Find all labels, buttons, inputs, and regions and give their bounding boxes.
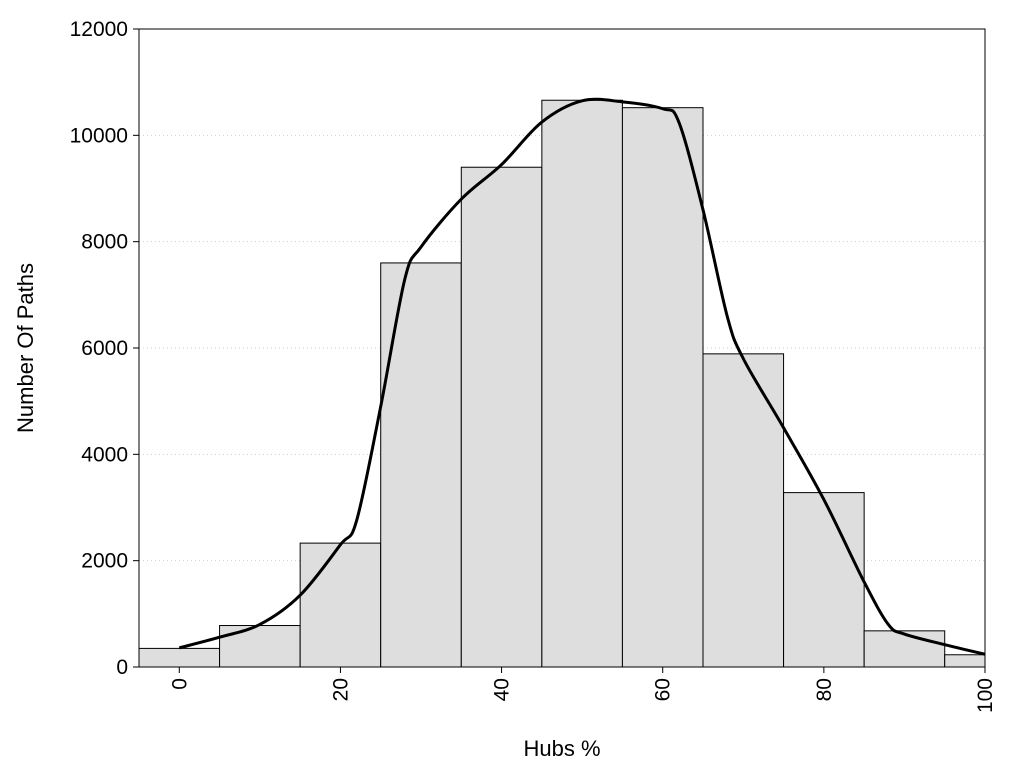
y-tick-label: 6000 xyxy=(81,337,128,360)
x-tick-label: 40 xyxy=(491,678,514,701)
histogram-bar xyxy=(380,262,462,668)
x-tick-label: 80 xyxy=(813,678,836,701)
histogram-bar xyxy=(944,654,986,668)
y-tick-label: 2000 xyxy=(81,550,128,573)
histogram-bar xyxy=(219,625,301,668)
histogram-bar xyxy=(460,166,543,668)
y-tick-label: 0 xyxy=(116,656,128,679)
density-curve xyxy=(178,97,986,656)
histogram-bar xyxy=(138,647,221,668)
x-axis-ticks: 0 20 40 60 80 100 xyxy=(168,667,997,713)
bars xyxy=(138,99,986,668)
histogram-bar xyxy=(783,492,865,668)
histogram-bar xyxy=(621,107,704,668)
y-axis-title: Number Of Paths xyxy=(13,263,38,433)
histogram-bar xyxy=(863,630,946,668)
density-curve-line xyxy=(178,97,986,656)
x-tick-label: 60 xyxy=(652,678,675,701)
x-tick-label: 20 xyxy=(329,678,352,701)
x-tick-label: 100 xyxy=(974,678,997,713)
histogram-bar xyxy=(702,353,785,668)
y-tick-label: 8000 xyxy=(81,231,128,254)
y-tick-label: 10000 xyxy=(70,124,128,147)
y-tick-label: 4000 xyxy=(81,443,128,466)
x-axis-title: Hubs % xyxy=(523,736,600,761)
histogram-bar xyxy=(299,542,382,668)
y-axis-ticks: 0 2000 4000 6000 8000 10000 12000 xyxy=(70,18,139,679)
x-tick-label: 0 xyxy=(168,678,191,690)
y-tick-label: 12000 xyxy=(70,18,128,41)
histogram-bar xyxy=(541,99,623,668)
